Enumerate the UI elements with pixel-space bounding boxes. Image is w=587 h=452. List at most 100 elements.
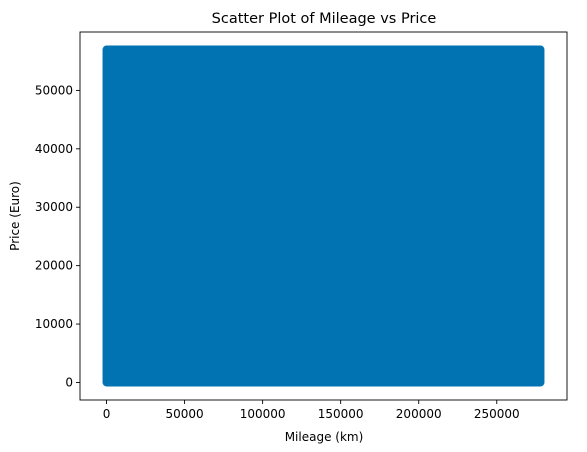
scatter-point — [453, 220, 462, 229]
scatter-point — [419, 188, 428, 197]
scatter-point — [489, 192, 498, 201]
x-tick-label: 250000 — [474, 407, 520, 421]
scatter-point — [402, 160, 411, 169]
scatter-point — [420, 152, 430, 161]
x-tick-label: 100000 — [240, 407, 286, 421]
scatter-point — [455, 77, 464, 86]
scatter-point — [110, 373, 119, 382]
scatter-point — [319, 48, 328, 57]
scatter-point — [427, 138, 436, 148]
scatter-point — [523, 165, 533, 174]
scatter-point — [408, 141, 417, 151]
scatter-point — [387, 96, 397, 106]
scatter-point — [481, 162, 491, 172]
plot-frame — [79, 31, 568, 401]
scatter-point — [458, 186, 467, 196]
x-axis: 0 50000 100000 150000 200000 250000 — [103, 400, 520, 421]
scatter-point — [336, 49, 345, 58]
scatter-point — [195, 375, 205, 385]
scatter-point — [531, 241, 540, 250]
scatter-point — [352, 82, 361, 91]
scatter-point — [492, 94, 501, 104]
scatter-point — [476, 124, 486, 133]
scatter-point — [103, 296, 113, 305]
scatter-point — [473, 160, 483, 169]
y-tick-label: 30000 — [35, 200, 73, 214]
scatter-point — [342, 55, 352, 65]
scatter-point — [478, 215, 487, 225]
scatter-point — [486, 179, 495, 189]
x-tick-label: 0 — [103, 407, 111, 421]
scatter-point — [511, 112, 520, 121]
scatter-point — [364, 92, 373, 101]
scatter-point — [380, 99, 389, 108]
scatter-point — [531, 363, 540, 373]
scatter-point — [445, 177, 455, 187]
plot-area — [102, 45, 545, 387]
scatter-point — [511, 197, 520, 206]
scatter-point — [292, 89, 302, 98]
scatter-point — [534, 328, 544, 338]
scatter-point — [395, 80, 405, 89]
scatter-point — [108, 364, 117, 374]
y-tick-label: 50000 — [35, 83, 73, 97]
scatter-point — [450, 206, 459, 215]
scatter-point — [514, 149, 523, 158]
scatter-point — [500, 236, 509, 245]
dense-scatter-region — [102, 45, 545, 387]
scatter-point — [531, 195, 540, 204]
scatter-point — [105, 341, 114, 350]
scatter-point — [467, 212, 476, 222]
scatter-point — [466, 135, 475, 144]
x-tick-label: 50000 — [165, 407, 203, 421]
scatter-points — [102, 45, 545, 387]
x-tick-label: 200000 — [396, 407, 442, 421]
scatter-point — [436, 151, 445, 161]
scatter-point — [430, 103, 439, 113]
scatter-point — [511, 180, 520, 190]
scatter-point — [497, 212, 506, 221]
scatter-point — [533, 109, 542, 118]
scatter-point — [461, 165, 470, 174]
scatter-point — [497, 167, 506, 177]
scatter-point — [526, 281, 536, 291]
scatter-point — [526, 127, 536, 136]
scatter-point — [464, 233, 473, 243]
y-tick-label: 20000 — [35, 259, 73, 273]
scatter-point — [442, 166, 452, 176]
scatter-point — [517, 246, 526, 256]
scatter-point — [363, 73, 372, 82]
x-axis-label: Mileage (km) — [285, 430, 364, 444]
scatter-point — [156, 371, 166, 380]
y-axis-label: Price (Euro) — [8, 181, 22, 251]
scatter-point — [423, 69, 433, 79]
scatter-point — [498, 182, 508, 191]
y-tick-label: 10000 — [35, 317, 73, 331]
scatter-point — [422, 89, 431, 98]
scatter-point — [297, 64, 306, 74]
scatter-point — [520, 261, 530, 270]
scatter-point — [327, 66, 336, 76]
scatter-point — [392, 55, 402, 65]
scatter-point — [433, 166, 442, 175]
scatter-point — [469, 196, 478, 205]
scatter-point — [508, 221, 517, 230]
scatter-point — [523, 211, 533, 220]
scatter-point — [414, 375, 423, 385]
scatter-point — [461, 151, 470, 160]
scatter-point — [478, 175, 487, 184]
scatter-point — [308, 46, 317, 55]
scatter-point — [309, 57, 319, 66]
scatter-point — [439, 200, 448, 209]
scatter-point — [392, 132, 402, 142]
scatter-point — [436, 126, 445, 135]
scatter-point — [107, 324, 116, 333]
chart-title: Scatter Plot of Mileage vs Price — [212, 11, 437, 27]
scatter-point — [508, 243, 517, 253]
scatter-point — [533, 252, 542, 262]
scatter-point — [333, 80, 342, 89]
scatter-point — [383, 62, 392, 72]
y-tick-label: 40000 — [35, 142, 73, 156]
scatter-point — [117, 332, 127, 342]
